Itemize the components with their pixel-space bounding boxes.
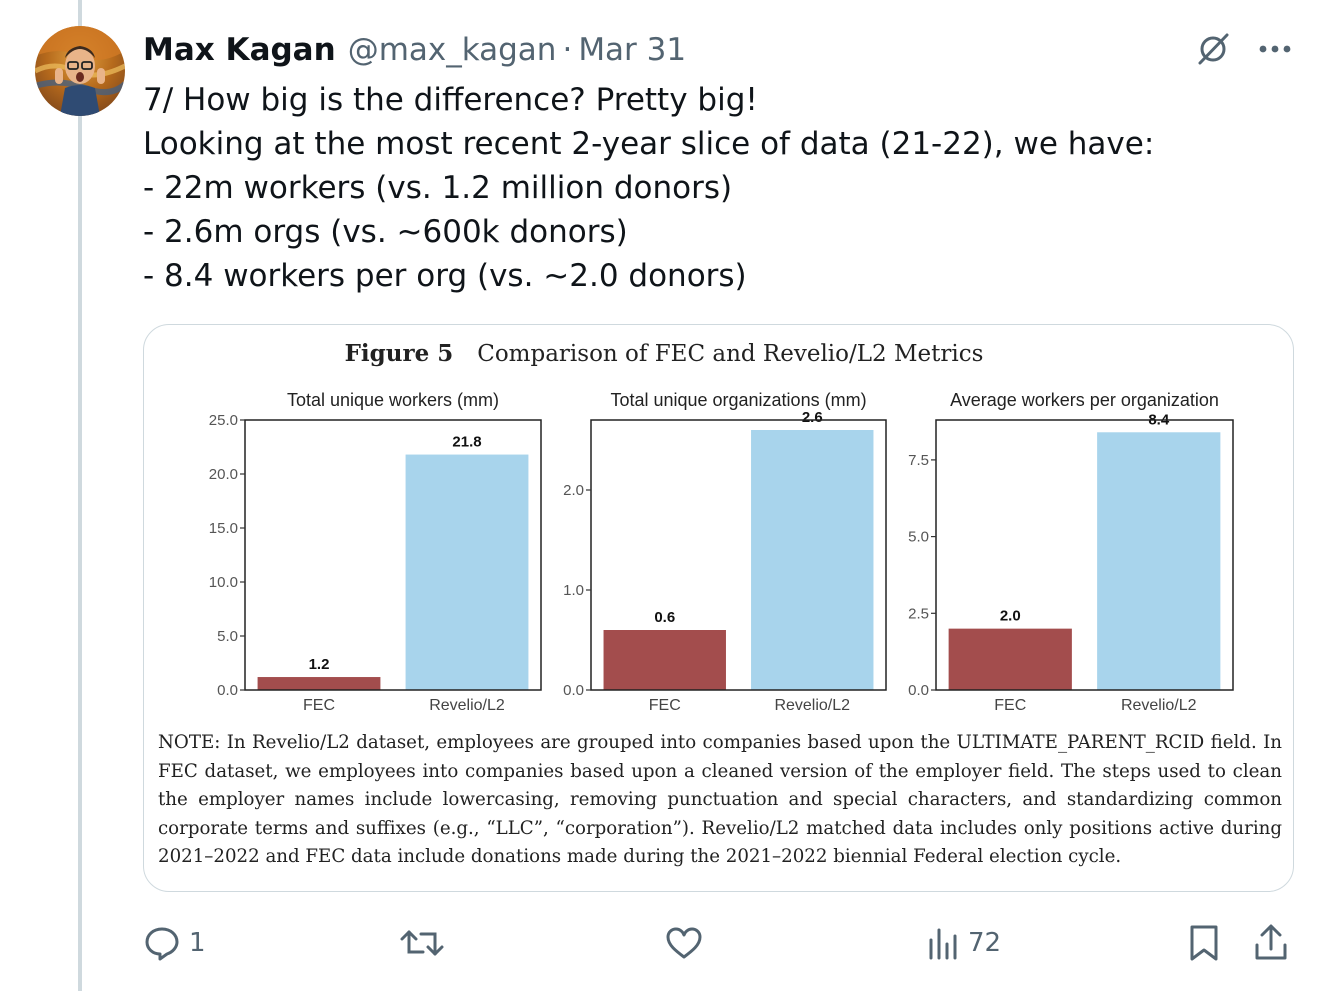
bar-value-label: 21.8 xyxy=(452,434,481,451)
bar-fec xyxy=(257,677,381,690)
figure-note: NOTE: In Revelio/L2 dataset, employees a… xyxy=(158,732,1282,868)
bar-value-label: 0.6 xyxy=(654,609,675,626)
y-tick-label: 5.0 xyxy=(217,628,238,645)
tweet-text: 7/ How big is the difference? Pretty big… xyxy=(143,82,1155,294)
bookmark-button[interactable] xyxy=(1187,918,1221,968)
author-handle[interactable]: @max_kagan xyxy=(347,32,557,68)
figure-number: Figure 5 xyxy=(344,340,454,367)
y-tick-label: 0.0 xyxy=(908,682,929,699)
bar-revelio-l2 xyxy=(405,454,529,690)
y-tick-label: 2.0 xyxy=(563,482,584,499)
y-tick-label: 7.5 xyxy=(908,452,929,469)
reply-count: 1 xyxy=(189,928,206,958)
panel-frame xyxy=(935,419,1234,691)
bar-value-label: 2.0 xyxy=(1000,608,1021,625)
views-count: 72 xyxy=(968,928,1002,958)
bar-value-label: 1.2 xyxy=(309,656,330,673)
y-tick-label: 5.0 xyxy=(908,529,929,546)
figure-caption: Comparison of FEC and Revelio/L2 Metrics xyxy=(477,341,984,367)
share-icon xyxy=(1255,924,1287,960)
y-tick-label: 0.0 xyxy=(217,682,238,699)
bar-fec xyxy=(603,630,726,690)
views-icon xyxy=(929,928,957,960)
bar-value-label: 2.6 xyxy=(802,409,823,426)
y-tick-label: 25.0 xyxy=(209,412,238,429)
panel-frame xyxy=(244,419,542,691)
tweet-header: Max Kagan @max_kagan · Mar 31 xyxy=(143,30,686,70)
x-tick-label: Revelio/L2 xyxy=(774,697,850,714)
header-actions xyxy=(1194,30,1292,68)
author-name[interactable]: Max Kagan xyxy=(143,32,336,68)
figure-title: Figure 5 Comparison of FEC and Revelio/L2… xyxy=(0,340,1328,367)
thread-line xyxy=(78,0,82,991)
x-tick-label: Revelio/L2 xyxy=(1121,697,1197,714)
separator-dot: · xyxy=(562,32,573,68)
panel-title: Average workers per organization xyxy=(950,390,1219,410)
bar-fec xyxy=(948,628,1072,690)
y-tick-label: 2.5 xyxy=(908,605,929,622)
y-tick-label: 1.0 xyxy=(563,582,584,599)
y-tick-label: 0.0 xyxy=(563,682,584,699)
reply-button[interactable]: 1 xyxy=(143,918,206,968)
bookmark-icon xyxy=(1190,925,1218,961)
x-tick-label: FEC xyxy=(303,697,335,714)
retweet-icon xyxy=(400,930,444,956)
panel-title: Total unique organizations (mm) xyxy=(610,390,866,410)
panel-title: Total unique workers (mm) xyxy=(287,390,499,410)
grok-icon[interactable] xyxy=(1194,30,1232,68)
tweet-actions: 1 72 xyxy=(143,918,1293,968)
more-icon[interactable] xyxy=(1258,44,1292,54)
views-button[interactable]: 72 xyxy=(928,918,1001,968)
x-tick-label: Revelio/L2 xyxy=(429,697,505,714)
share-button[interactable] xyxy=(1253,918,1289,968)
y-tick-label: 20.0 xyxy=(209,466,238,483)
x-tick-label: FEC xyxy=(649,697,681,714)
bar-revelio-l2 xyxy=(1097,432,1221,690)
avatar[interactable] xyxy=(35,26,125,116)
heart-icon xyxy=(666,927,702,959)
y-tick-label: 10.0 xyxy=(209,574,238,591)
x-tick-label: FEC xyxy=(994,697,1026,714)
retweet-button[interactable] xyxy=(399,918,453,968)
y-tick-label: 15.0 xyxy=(209,520,238,537)
bar-revelio-l2 xyxy=(751,430,874,690)
tweet-date[interactable]: Mar 31 xyxy=(578,32,687,68)
like-button[interactable] xyxy=(664,918,712,968)
reply-icon xyxy=(145,927,179,961)
panel-frame xyxy=(590,419,887,691)
avatar-image xyxy=(35,26,125,116)
